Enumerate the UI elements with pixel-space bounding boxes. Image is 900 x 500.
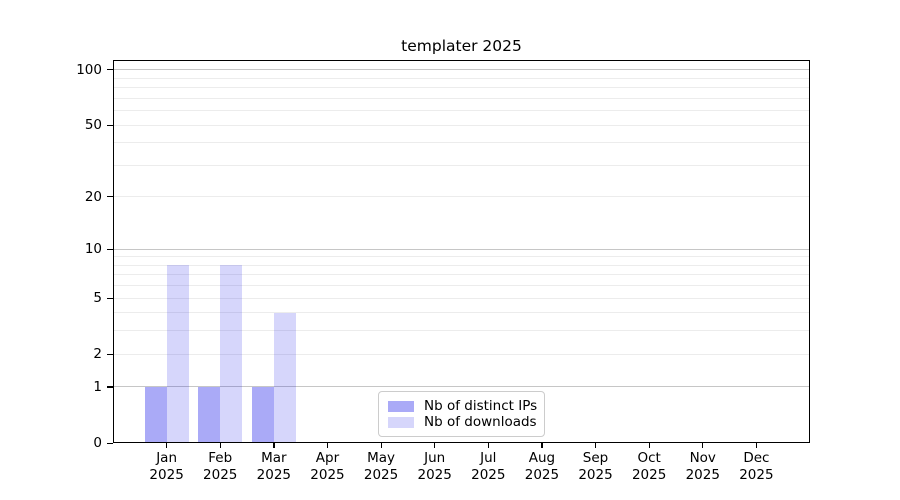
y-tick-mark: [107, 196, 113, 198]
legend-item-downloads: Nb of downloads: [388, 414, 537, 430]
y-axis-tick-label: 5: [93, 290, 102, 307]
x-axis-tick-label: Jun 2025: [417, 450, 452, 483]
y-tick-mark: [107, 353, 113, 355]
x-axis-tick-label: Feb 2025: [203, 450, 238, 483]
x-axis-tick-label: Apr 2025: [310, 450, 345, 483]
bar-distinct-ips: [144, 386, 167, 442]
y-tick-mark: [107, 248, 113, 250]
y-axis-tick-label: 10: [84, 241, 102, 258]
y-tick-mark: [107, 442, 113, 444]
legend-item-distinct-ips: Nb of distinct IPs: [388, 398, 538, 414]
x-tick-mark: [326, 443, 329, 448]
gridline-minor: [114, 274, 809, 276]
y-tick-mark: [107, 124, 113, 126]
legend-label-distinct-ips: Nb of distinct IPs: [424, 398, 538, 414]
gridline-minor: [114, 330, 809, 332]
y-tick-mark: [107, 386, 113, 388]
x-axis-tick-label: May 2025: [363, 450, 399, 483]
x-tick-mark: [702, 443, 704, 448]
gridline-minor: [114, 142, 809, 144]
x-axis-tick-label: Jul 2025: [471, 450, 506, 483]
x-tick-mark: [755, 443, 758, 448]
gridline-minor: [114, 124, 809, 126]
gridline-minor: [114, 164, 809, 166]
x-tick-mark: [166, 443, 168, 448]
x-tick-mark: [380, 443, 382, 448]
x-axis-tick-label: Jan 2025: [149, 450, 184, 483]
x-axis-tick-label: Sep 2025: [578, 450, 613, 483]
y-tick-mark: [107, 69, 113, 71]
gridline-major: [114, 69, 809, 71]
bar-downloads: [220, 265, 243, 442]
legend: Nb of distinct IPs Nb of downloads: [378, 391, 545, 437]
y-axis-tick-label: 100: [76, 61, 102, 78]
bar-distinct-ips: [251, 386, 274, 442]
y-axis-tick-label: 20: [84, 188, 102, 205]
y-tick-mark: [107, 297, 113, 299]
y-axis-tick-label: 0: [93, 435, 102, 451]
gridline-minor: [114, 77, 809, 79]
gridline-major: [114, 386, 809, 388]
legend-swatch-downloads-icon: [388, 416, 414, 428]
x-tick-mark: [434, 443, 436, 448]
bar-downloads: [273, 312, 296, 442]
x-axis-tick-label: Dec 2025: [739, 450, 774, 483]
y-axis-tick-label: 1: [93, 378, 102, 395]
y-axis-tick-label: 50: [84, 117, 102, 134]
x-tick-mark: [273, 443, 275, 448]
x-axis-tick-label: Oct 2025: [631, 450, 667, 483]
gridline-minor: [114, 256, 809, 258]
x-tick-mark: [487, 443, 489, 448]
gridline-minor: [114, 297, 809, 299]
x-axis-tick-label: Nov 2025: [685, 450, 720, 483]
bar-distinct-ips: [198, 386, 221, 442]
gridline-minor: [114, 97, 809, 99]
legend-label-downloads: Nb of downloads: [424, 414, 537, 430]
x-axis-tick-label: Aug 2025: [524, 450, 560, 483]
gridline-major: [114, 248, 809, 250]
gridline-minor: [114, 264, 809, 266]
x-tick-mark: [595, 443, 597, 448]
gridline-minor: [114, 196, 809, 198]
x-tick-mark: [648, 443, 650, 448]
legend-swatch-distinct-ips-icon: [388, 400, 414, 412]
y-axis-tick-label: 2: [93, 346, 102, 363]
gridline-minor: [114, 87, 809, 89]
x-tick-mark: [219, 443, 221, 448]
x-tick-mark: [541, 443, 543, 448]
gridline-minor: [114, 353, 809, 355]
chart-title: templater 2025: [401, 37, 522, 55]
bar-downloads: [166, 265, 189, 442]
gridline-minor: [114, 312, 809, 314]
gridline-minor: [114, 285, 809, 287]
x-axis-tick-label: Mar 2025: [256, 450, 292, 483]
gridline-minor: [114, 110, 809, 112]
